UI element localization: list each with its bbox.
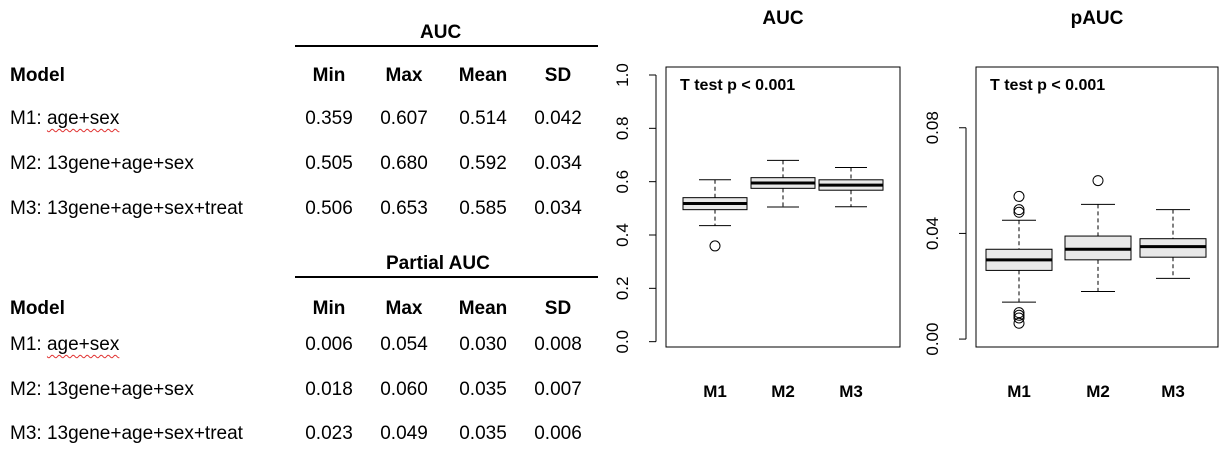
auc-col-model: Model <box>10 65 65 86</box>
pauc-table-rule <box>295 276 598 278</box>
chart-1-x-label-m1: M1 <box>1007 382 1031 401</box>
auc-table-title: AUC <box>420 22 462 43</box>
chart-1-y-tick-label: 0.04 <box>923 217 942 250</box>
pauc-row-m2-max: 0.060 <box>380 379 428 400</box>
chart-1-x-label-m2: M2 <box>1086 382 1110 401</box>
auc-row-m1-sd: 0.042 <box>534 108 582 129</box>
pauc-col-min: Min <box>312 298 346 319</box>
pauc-row-m2-sd: 0.007 <box>534 379 582 400</box>
pauc-col-sd: SD <box>544 298 572 319</box>
auc-row-m2-model: M2: 13gene+age+sex <box>10 153 194 174</box>
chart-0-box-m1-outlier <box>709 240 721 252</box>
chart-1-box-m1-outlier <box>1013 206 1025 218</box>
chart-0-y-tick-label: 0.6 <box>613 170 632 194</box>
pauc-row-m2-min: 0.018 <box>305 379 353 400</box>
pauc-row-m1-model: M1: age+sex <box>10 334 120 355</box>
pauc-boxplot: pAUC 0.00 0.04 0.08 T test p < 0.001 M1 M2 M3 <box>923 8 1219 401</box>
chart-1-box-m1-outlier <box>1013 309 1025 321</box>
summary-tables: AUC Model Min Max Mean SD M1: age+sex 0.… <box>0 0 600 452</box>
chart-0-annotation: T test p < 0.001 <box>680 77 795 94</box>
auc-row-m1-max: 0.607 <box>380 108 428 129</box>
auc-row-m1-min: 0.359 <box>305 108 353 129</box>
chart-0-box-m1 <box>682 179 748 252</box>
chart-0-x-label-m3: M3 <box>839 382 863 401</box>
pauc-row-m1-max: 0.054 <box>380 334 428 355</box>
auc-col-min: Min <box>312 65 346 86</box>
chart-1-box-m1-outlier <box>1013 204 1025 216</box>
pauc-table-title: Partial AUC <box>386 253 490 274</box>
chart-1-box-m1-outlier <box>1013 307 1025 319</box>
chart-1-plot-frame <box>975 66 1219 348</box>
chart-0-box-m2 <box>750 159 816 208</box>
chart-0-y-tick-label: 0.0 <box>613 330 632 354</box>
pauc-row-m3-mean: 0.035 <box>459 423 507 444</box>
auc-row-m3-model: M3: 13gene+age+sex+treat <box>10 198 243 219</box>
chart-0-y-tick-label: 0.4 <box>613 223 632 247</box>
chart-1-box-m2 <box>1064 175 1132 293</box>
auc-row-m3-mean: 0.585 <box>459 198 507 219</box>
chart-0-y-tick-label: 0.2 <box>613 277 632 301</box>
chart-0-title: AUC <box>762 8 803 29</box>
pauc-col-mean: Mean <box>458 298 508 319</box>
pauc-row-m3-sd: 0.006 <box>534 423 582 444</box>
chart-1-x-label-m3: M3 <box>1161 382 1185 401</box>
chart-1-annotation: T test p < 0.001 <box>990 77 1105 94</box>
pauc-row-m1-sd: 0.008 <box>534 334 582 355</box>
pauc-row-m1-min: 0.006 <box>305 334 353 355</box>
auc-row-m2-mean: 0.592 <box>459 153 507 174</box>
pauc-row-m3-min: 0.023 <box>305 423 353 444</box>
auc-row-m1-mean: 0.514 <box>459 108 507 129</box>
pauc-row-m3-max: 0.049 <box>380 423 428 444</box>
chart-1-y-tick-label: 0.08 <box>923 111 942 144</box>
chart-1-box-m1-outlier <box>1013 312 1025 324</box>
chart-1-box-m3 <box>1139 209 1207 279</box>
pauc-row-m2-model: M2: 13gene+age+sex <box>10 379 194 400</box>
chart-0-box-m3 <box>818 167 884 208</box>
auc-row-m3-max: 0.653 <box>380 198 428 219</box>
chart-1-box-m2-outlier <box>1092 175 1104 187</box>
chart-1-box-m1 <box>985 190 1053 329</box>
auc-row-m2-sd: 0.034 <box>534 153 582 174</box>
auc-row-m3-min: 0.506 <box>305 198 353 219</box>
chart-0-x-label-m1: M1 <box>703 382 727 401</box>
auc-col-mean: Mean <box>458 65 508 86</box>
chart-1-box-m1-outlier <box>1013 190 1025 202</box>
chart-1-y-tick-label: 0.00 <box>923 323 942 356</box>
auc-row-m1-model: M1: age+sex <box>10 108 120 129</box>
pauc-row-m2-mean: 0.035 <box>459 379 507 400</box>
chart-1-title: pAUC <box>1071 8 1124 29</box>
chart-1-box-m1-outlier <box>1013 317 1025 329</box>
auc-boxplot: AUC 0.0 0.2 0.4 0.6 0.8 1.0 T test p < 0.001 M1 M… <box>613 8 901 401</box>
pauc-col-model: Model <box>10 298 65 319</box>
chart-0-x-label-m2: M2 <box>771 382 795 401</box>
auc-col-sd: SD <box>544 65 572 86</box>
pauc-row-m3-model: M3: 13gene+age+sex+treat <box>10 423 243 444</box>
pauc-row-m1-mean: 0.030 <box>459 334 507 355</box>
auc-row-m2-min: 0.505 <box>305 153 353 174</box>
chart-0-plot-frame <box>665 66 901 348</box>
chart-0-y-tick-label: 1.0 <box>613 63 632 87</box>
auc-row-m2-max: 0.680 <box>380 153 428 174</box>
auc-row-m3-sd: 0.034 <box>534 198 582 219</box>
auc-col-max: Max <box>385 65 423 86</box>
chart-0-y-tick-label: 0.8 <box>613 117 632 141</box>
pauc-col-max: Max <box>385 298 423 319</box>
auc-table-rule <box>295 45 598 47</box>
